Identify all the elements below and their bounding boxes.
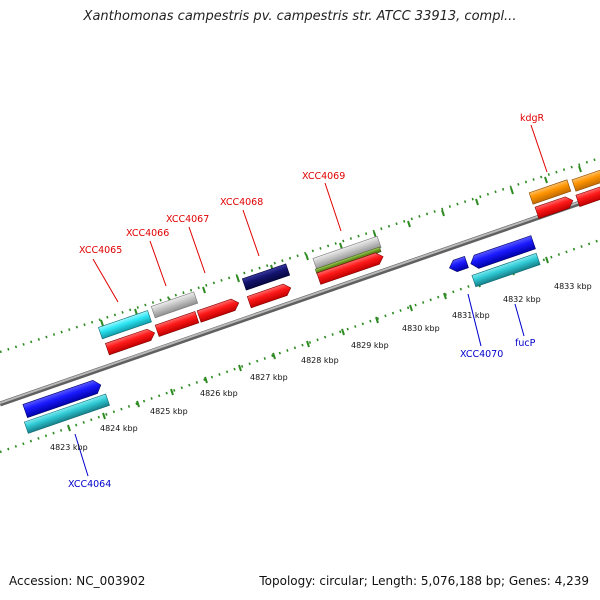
tick-label-4828: 4828 kbp xyxy=(301,356,339,365)
gene-xcc4068-feature[interactable] xyxy=(241,263,291,291)
label-leaders xyxy=(74,124,548,477)
gene-labels: XCC4065 XCC4066 XCC4067 XCC4068 XCC4069 … xyxy=(68,113,545,490)
gene-red-next-cds[interactable] xyxy=(575,181,600,207)
gene-xcc4068-cds[interactable] xyxy=(246,282,293,309)
tick-label-4832: 4832 kbp xyxy=(503,295,541,304)
tick-label-4833: 4833 kbp xyxy=(554,282,592,291)
gene-xcc4065-feature[interactable] xyxy=(98,310,152,340)
gene-kdgr-cds[interactable] xyxy=(534,195,575,219)
tick-label-4829: 4829 kbp xyxy=(351,341,389,350)
tick-label-4824: 4824 kbp xyxy=(100,424,138,433)
label-xcc4067[interactable]: XCC4067 xyxy=(166,214,209,225)
kbp-tick-labels: 4823 kbp 4824 kbp 4825 kbp 4826 kbp 4827… xyxy=(50,282,592,452)
gene-fucp-cds[interactable] xyxy=(471,252,541,288)
tick-label-4823: 4823 kbp xyxy=(50,443,88,452)
gene-xcc4066-cds[interactable] xyxy=(154,311,200,337)
gene-xcc4065-cds[interactable] xyxy=(105,327,156,356)
gene-xcc4069-cds[interactable] xyxy=(316,251,385,285)
gene-xcc4070-feature[interactable] xyxy=(448,256,469,273)
topology-text: Topology: circular; Length: 5,076,188 bp… xyxy=(259,574,589,588)
label-xcc4064[interactable]: XCC4064 xyxy=(68,479,111,490)
forward-tick-ring xyxy=(0,156,600,354)
label-fucp[interactable]: fucP xyxy=(515,338,536,349)
tick-label-4830: 4830 kbp xyxy=(402,324,440,333)
major-ticks xyxy=(67,165,582,432)
tick-label-4826: 4826 kbp xyxy=(200,389,238,398)
label-xcc4066[interactable]: XCC4066 xyxy=(126,228,169,239)
gene-kdgr-feature[interactable] xyxy=(528,179,572,205)
backbone xyxy=(0,193,600,407)
gene-xcc4064-feature[interactable] xyxy=(22,378,103,419)
tick-label-4825: 4825 kbp xyxy=(150,407,188,416)
label-xcc4069[interactable]: XCC4069 xyxy=(302,171,345,182)
gene-fucp-feature[interactable] xyxy=(469,235,536,271)
gene-orange-next-feature[interactable] xyxy=(571,166,600,192)
gene-xcc4066-feature[interactable] xyxy=(150,291,199,319)
label-kdgr[interactable]: kdgR xyxy=(520,113,545,124)
label-xcc4068[interactable]: XCC4068 xyxy=(220,197,263,208)
label-xcc4070[interactable]: XCC4070 xyxy=(460,349,503,360)
accession-text: Accession: NC_003902 xyxy=(9,574,146,588)
gene-xcc4067-cds[interactable] xyxy=(196,297,241,323)
label-xcc4065[interactable]: XCC4065 xyxy=(79,245,122,256)
tick-label-4827: 4827 kbp xyxy=(250,373,288,382)
map-title: Xanthomonas campestris pv. campestris st… xyxy=(83,9,517,24)
gene-xcc4064-cds[interactable] xyxy=(23,393,110,434)
tick-label-4831: 4831 kbp xyxy=(452,311,490,320)
